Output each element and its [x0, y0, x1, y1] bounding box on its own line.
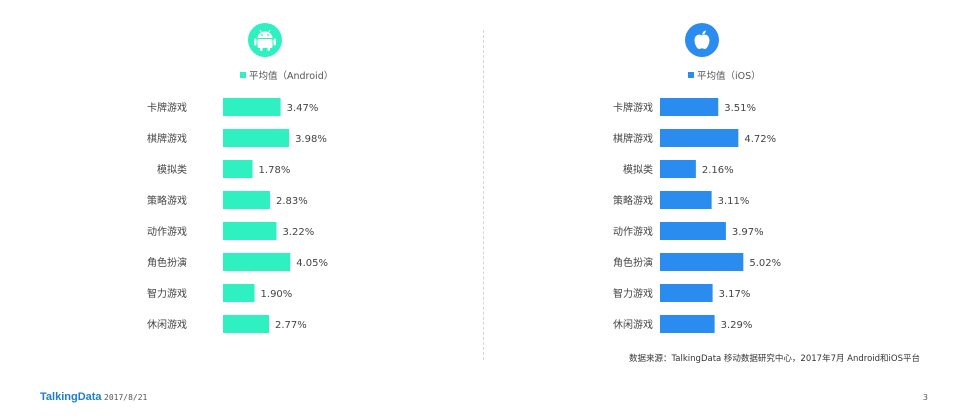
category-label: 模拟类	[623, 163, 653, 176]
category-label: 角色扮演	[613, 256, 653, 269]
category-label: 动作游戏	[613, 225, 653, 238]
value-label: 4.72%	[744, 134, 776, 145]
category-label: 棋牌游戏	[147, 132, 187, 145]
value-label: 3.17%	[719, 289, 751, 300]
bar	[660, 315, 715, 333]
value-label: 3.97%	[732, 227, 764, 238]
value-label: 3.51%	[724, 103, 756, 114]
value-label: 4.05%	[296, 258, 328, 269]
bar	[660, 98, 719, 116]
bar	[223, 191, 270, 209]
android-chart-panel: 平均值（Android） 卡牌游戏 3.47% 棋牌游戏 3.98% 模拟类 1.78% 策…	[40, 0, 460, 345]
legend-swatch	[240, 72, 246, 78]
bar	[223, 284, 255, 302]
source-note: 数据来源：TalkingData 移动数据研究中心，2017年7月 Androi…	[629, 354, 920, 364]
footer-brand-logo: TalkingData	[40, 391, 102, 403]
value-label: 3.11%	[718, 196, 750, 207]
category-label: 智力游戏	[613, 287, 653, 300]
bar	[660, 222, 726, 240]
apple-icon	[685, 23, 719, 57]
bar	[660, 191, 712, 209]
value-label: 1.90%	[261, 289, 293, 300]
category-label: 策略游戏	[613, 194, 653, 207]
value-label: 2.77%	[275, 320, 307, 331]
value-label: 3.22%	[282, 227, 314, 238]
bar	[223, 129, 290, 147]
bar	[660, 284, 713, 302]
category-label: 棋牌游戏	[613, 132, 653, 145]
legend-label: 平均值（Android）	[249, 71, 334, 82]
legend: 平均值（iOS）	[688, 68, 761, 82]
ios-bar-chart: 卡牌游戏 3.51% 棋牌游戏 4.72% 模拟类 2.16% 策略游戏 3.11% 动作游戏 3…	[613, 98, 781, 333]
bar	[223, 315, 269, 333]
value-label: 2.83%	[276, 196, 308, 207]
category-label: 动作游戏	[147, 225, 187, 238]
bar	[223, 98, 281, 116]
value-label: 2.16%	[702, 165, 734, 176]
legend-swatch	[688, 72, 694, 78]
category-label: 模拟类	[157, 163, 187, 176]
category-label: 策略游戏	[147, 194, 187, 207]
legend: 平均值（Android）	[240, 68, 333, 82]
bar	[223, 222, 277, 240]
legend-label: 平均值（iOS）	[697, 71, 761, 82]
value-label: 1.78%	[259, 165, 291, 176]
bar	[223, 253, 291, 271]
category-label: 卡牌游戏	[147, 101, 187, 114]
value-label: 3.47%	[287, 103, 319, 114]
value-label: 5.02%	[749, 258, 781, 269]
ios-chart-panel: 平均值（iOS） 卡牌游戏 3.51% 棋牌游戏 4.72% 模拟类 2.16% 策略游戏 3…	[487, 0, 907, 345]
category-label: 休闲游戏	[147, 318, 187, 331]
bar	[660, 160, 696, 178]
bar	[223, 160, 253, 178]
page-number: 3	[922, 393, 928, 402]
bar	[660, 253, 744, 271]
category-label: 角色扮演	[147, 256, 187, 269]
bar	[660, 129, 739, 147]
category-label: 智力游戏	[147, 287, 187, 300]
android-bar-chart: 卡牌游戏 3.47% 棋牌游戏 3.98% 模拟类 1.78% 策略游戏 2.83% 动作游戏 3…	[147, 98, 328, 333]
footer-date: 2017/8/21	[104, 393, 148, 402]
category-label: 卡牌游戏	[613, 101, 653, 114]
category-label: 休闲游戏	[613, 318, 653, 331]
panel-divider	[483, 30, 484, 360]
android-icon	[248, 23, 282, 57]
value-label: 3.98%	[295, 134, 327, 145]
value-label: 3.29%	[721, 320, 753, 331]
